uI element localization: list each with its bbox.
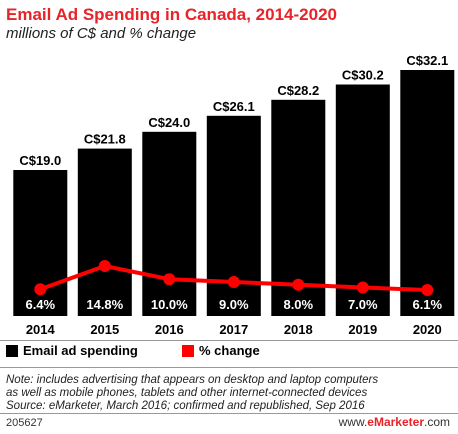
- bar-value-label: C$24.0: [148, 115, 190, 130]
- percent-point-2016: [163, 273, 176, 286]
- divider-bottom: [0, 413, 458, 414]
- divider-top: [0, 340, 458, 341]
- legend-item-line: % change: [182, 343, 260, 358]
- x-axis-ticks: 2014 2015 2016 2017 2018 2019 2020: [26, 322, 442, 337]
- site-brand: eMarketer: [367, 415, 424, 429]
- site-prefix: www.: [338, 415, 368, 429]
- x-tick-label: 2020: [413, 322, 442, 337]
- bar-2016: [142, 131, 197, 316]
- bar-2020: [400, 70, 455, 316]
- percent-value-label: 8.0%: [283, 297, 313, 312]
- bar-value-label: C$19.0: [19, 153, 61, 168]
- percent-point-2020: [421, 284, 434, 296]
- bar-value-label: C$26.1: [213, 99, 255, 114]
- legend-label-bars: Email ad spending: [23, 343, 138, 358]
- percent-point-2014: [34, 283, 47, 296]
- percent-value-label: 9.0%: [219, 297, 249, 312]
- site-suffix: .com: [423, 415, 450, 429]
- percent-value-label: 6.4%: [25, 297, 55, 312]
- x-tick-label: 2017: [219, 322, 248, 337]
- x-tick-label: 2016: [155, 322, 184, 337]
- percent-point-2015: [98, 260, 111, 272]
- divider-middle: [0, 367, 458, 368]
- bar-2019: [335, 84, 390, 316]
- legend-swatch-line: [182, 344, 194, 357]
- percent-labels: 6.4% 14.8% 10.0% 9.0% 8.0% 7.0% 6.1%: [25, 297, 442, 312]
- note-source: Source: eMarketer, March 2016; confirmed…: [6, 400, 365, 412]
- chart-subtitle: millions of C$ and % change: [6, 25, 197, 42]
- legend: Email ad spending % change: [0, 343, 458, 361]
- chart-title: Email Ad Spending in Canada, 2014-2020: [6, 5, 337, 24]
- note-line-2: as well as mobile phones, tablets and ot…: [6, 387, 368, 399]
- bar-labels: C$19.0 C$21.8 C$24.0 C$26.1 C$28.2 C$30.2 C$32…: [19, 53, 448, 168]
- bar-value-label: C$30.2: [342, 68, 384, 83]
- bar-value-label: C$28.2: [277, 83, 319, 98]
- bar-value-label: C$21.8: [84, 132, 126, 147]
- legend-label-line: % change: [199, 343, 260, 358]
- legend-swatch-bars: [6, 344, 18, 357]
- percent-value-label: 10.0%: [151, 297, 188, 312]
- chart-note: Note: includes advertising that appears …: [6, 374, 454, 413]
- chart-id: 205627: [6, 417, 43, 429]
- x-tick-label: 2014: [26, 322, 56, 337]
- site-link[interactable]: www.eMarketer.com: [339, 415, 450, 429]
- percent-point-2019: [356, 281, 369, 294]
- note-line-1: Note: includes advertising that appears …: [6, 374, 379, 386]
- percent-value-label: 6.1%: [412, 297, 442, 312]
- x-tick-label: 2019: [348, 322, 377, 337]
- x-tick-label: 2015: [90, 322, 119, 337]
- percent-value-label: 7.0%: [348, 297, 378, 312]
- chart-plot: C$19.0 C$21.8 C$24.0 C$26.1 C$28.2 C$30.2 C$32…: [13, 53, 455, 337]
- percent-point-2018: [292, 278, 305, 291]
- percent-value-label: 14.8%: [86, 297, 123, 312]
- percent-line-series: [34, 260, 434, 296]
- x-tick-label: 2018: [284, 322, 313, 337]
- bar-value-label: C$32.1: [406, 53, 448, 68]
- percent-point-2017: [227, 276, 240, 288]
- legend-item-bars: Email ad spending: [6, 343, 138, 358]
- bar-2015: [77, 148, 132, 316]
